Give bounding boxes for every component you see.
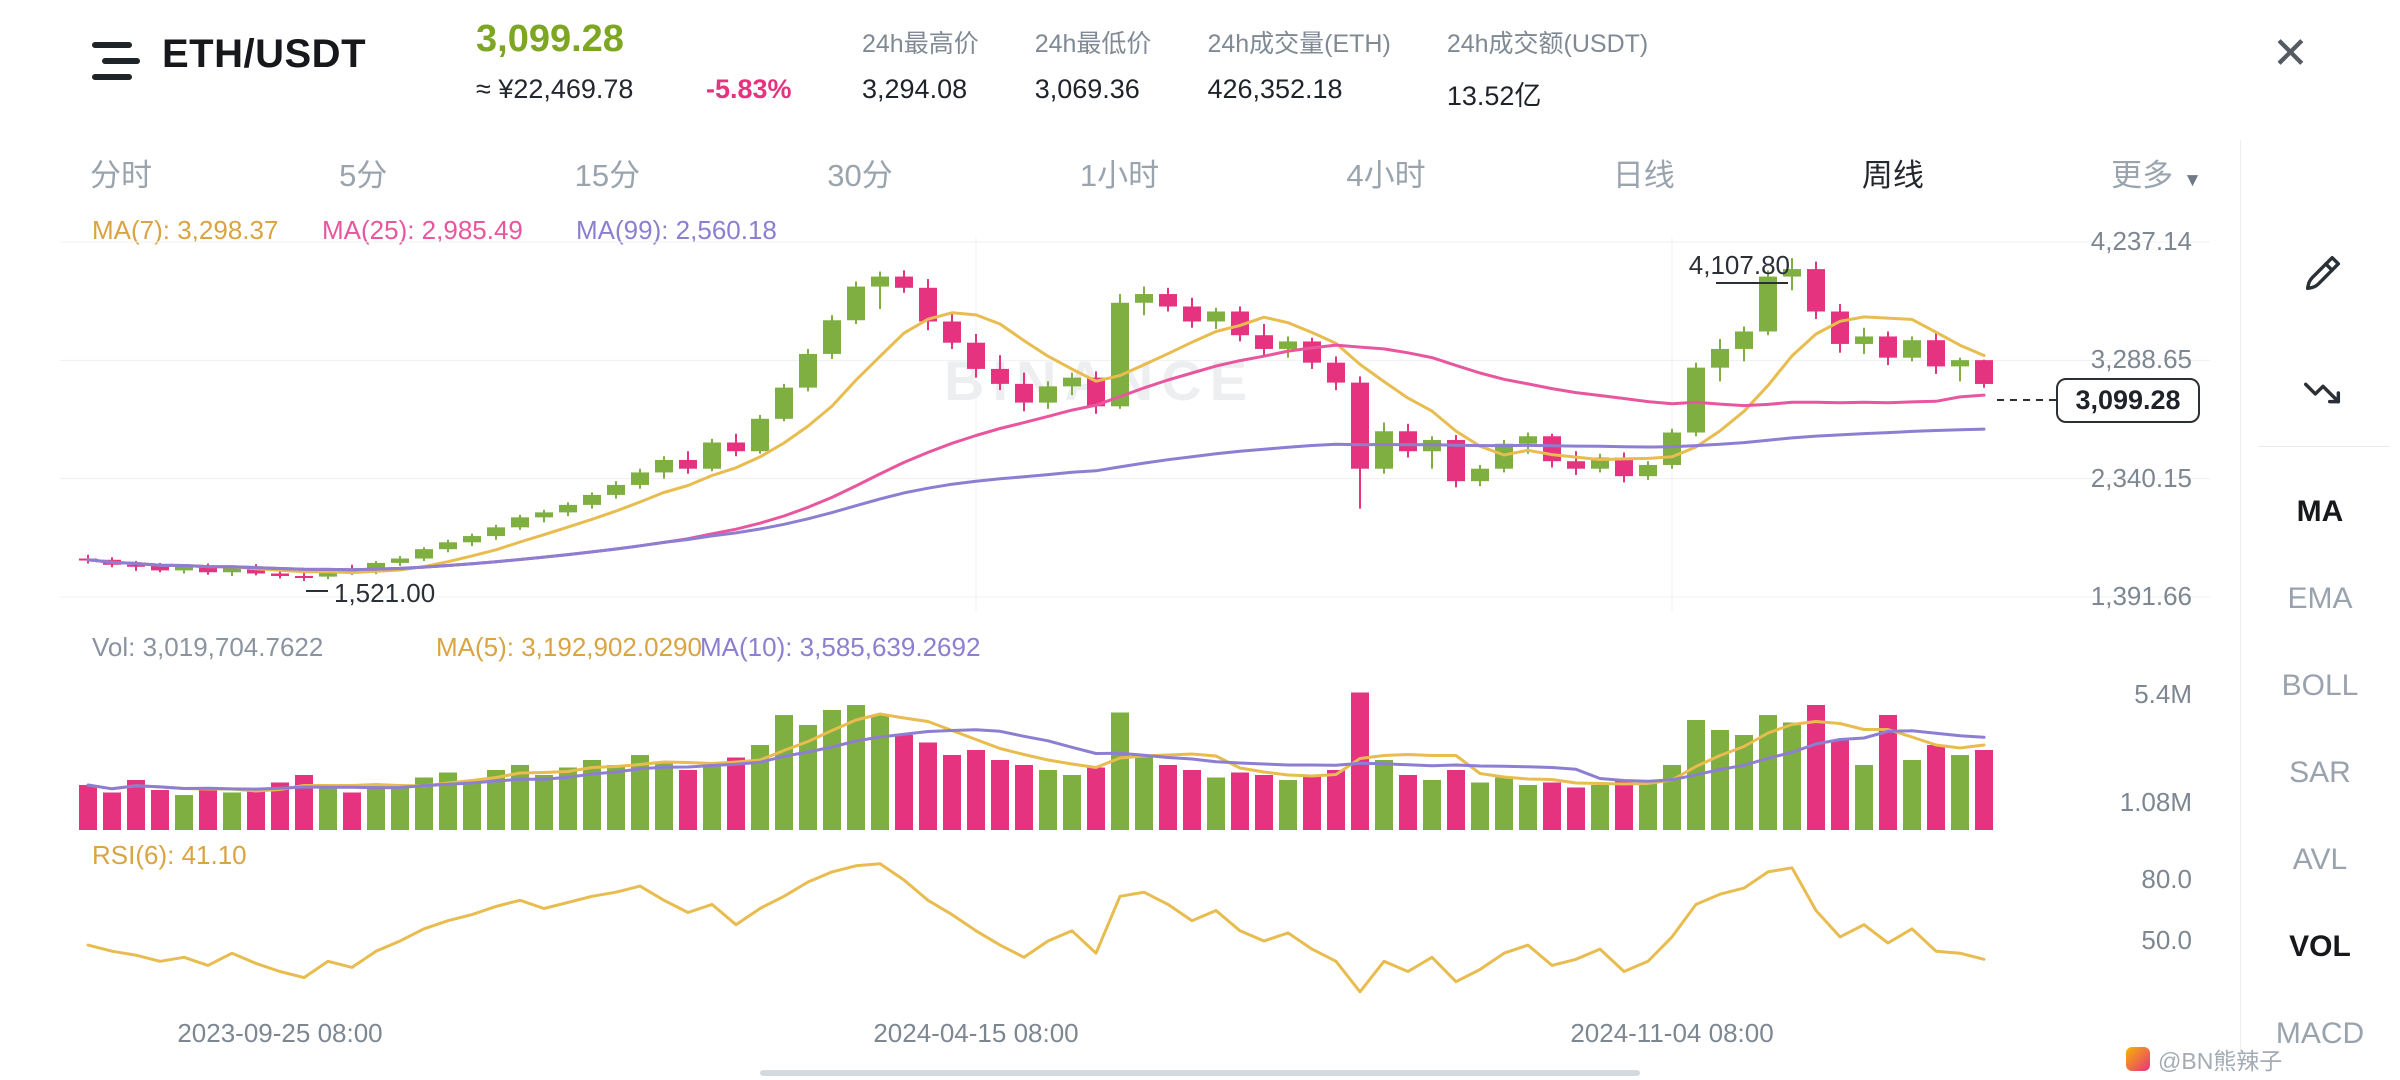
rsi-axis-label: 50.0: [2141, 925, 2192, 955]
stat: 24h成交量(ETH) 426,352.18: [1207, 24, 1390, 113]
stat-value: 3,069.36: [1034, 74, 1140, 104]
volume-axis-label: 1.08M: [2119, 787, 2192, 817]
sidebar-item-macd[interactable]: MACD: [2275, 1016, 2365, 1050]
stat-label: 24h最低价: [1034, 30, 1152, 58]
sidebar-item-sar[interactable]: SAR: [2289, 755, 2351, 789]
date-axis-label: 2023-09-25 08:00: [177, 1018, 383, 1048]
stat: 24h最高价 3,294.08: [862, 24, 979, 113]
high-annotation: 4,107.80: [1688, 250, 1790, 280]
stat-label: 24h成交量(ETH): [1207, 30, 1391, 58]
legend-ma99: MA(99): 2,560.18: [576, 215, 777, 245]
legend-volume-ma10: MA(10): 3,585,639.2692: [700, 632, 981, 662]
rsi-axis-label: 80.0: [2141, 864, 2192, 894]
stat-label: 24h成交额(USDT): [1446, 30, 1649, 58]
indicator-menu: MA EMA BOLL SAR AVL VOL MACD: [2242, 468, 2398, 1077]
tab-time[interactable]: 分时: [90, 158, 152, 193]
indicator-icon[interactable]: [2300, 370, 2346, 416]
tab-5m[interactable]: 5分: [339, 158, 388, 193]
price-axis-label: 4,237.14: [2090, 226, 2192, 256]
stat-value: 426,352.18: [1207, 74, 1343, 104]
date-axis-label: 2024-11-04 08:00: [1570, 1018, 1774, 1048]
sidebar-item-vol[interactable]: VOL: [2289, 929, 2351, 963]
draw-icon[interactable]: [2300, 250, 2346, 296]
last-price: 3,099.28: [476, 18, 624, 60]
sidebar-item-avl[interactable]: AVL: [2292, 842, 2348, 876]
tab-15m[interactable]: 15分: [574, 158, 641, 193]
stat-value: 3,294.08: [862, 74, 968, 104]
credit-logo-icon: [2126, 1047, 2150, 1071]
price-axis-label: 1,391.66: [2090, 581, 2192, 611]
sidebar-divider: [2240, 140, 2241, 1062]
legend-ma25: MA(25): 2,985.49: [322, 215, 523, 245]
stat: 24h最低价 3,069.36: [1035, 24, 1152, 113]
stat-label: 24h最高价: [862, 30, 979, 58]
date-axis-label: 2024-04-15 08:00: [873, 1018, 1079, 1048]
tab-1w[interactable]: 周线: [1861, 158, 1924, 193]
stat-value: 13.52亿: [1446, 81, 1542, 111]
legend-rsi: RSI(6): 41.10: [92, 840, 247, 870]
legend-ma7: MA(7): 3,298.37: [92, 215, 279, 245]
sidebar-item-ma[interactable]: MA: [2296, 494, 2344, 528]
price-axis-label: 3,288.65: [2090, 344, 2192, 375]
tab-1h[interactable]: 1小时: [1079, 158, 1160, 193]
credit-text: @BN熊辣子: [2158, 1048, 2283, 1074]
legend-volume-ma5: MA(5): 3,192,902.0290: [436, 632, 702, 662]
sidebar-item-boll[interactable]: BOLL: [2281, 668, 2359, 702]
low-annotation: 1,521.00: [334, 578, 436, 608]
chevron-down-icon: ▼: [2183, 170, 2202, 191]
sidebar-tools-divider: [2258, 446, 2390, 447]
watermark-credit: @BN熊辣子: [2126, 1042, 2282, 1076]
tab-30m[interactable]: 30分: [827, 158, 893, 193]
legend-volume: Vol: 3,019,704.7622: [92, 632, 324, 662]
stats-row: 24h最高价 3,294.08 24h最低价 3,069.36 24h成交量(ETH) 4…: [862, 24, 1648, 113]
close-icon[interactable]: ✕: [2272, 29, 2309, 78]
change-percent: -5.83%: [706, 74, 792, 104]
tab-1d[interactable]: 日线: [1612, 158, 1675, 193]
pair-title: ETH/USDT: [162, 32, 366, 76]
sidebar-item-ema[interactable]: EMA: [2287, 581, 2353, 615]
price-fiat: ≈ ¥22,469.78: [476, 74, 634, 104]
exchange-watermark: BINANCE: [944, 349, 1256, 412]
price-axis-label: 2,340.15: [2090, 462, 2192, 493]
market-list-icon[interactable]: [92, 42, 140, 80]
stat: 24h成交额(USDT) 13.52亿: [1447, 24, 1648, 113]
tab-4h[interactable]: 4小时: [1346, 158, 1426, 193]
tab-more[interactable]: 更多 ▼: [2111, 158, 2202, 193]
chart-scrollbar[interactable]: [760, 1070, 1640, 1076]
volume-axis-label: 5.4M: [2134, 679, 2192, 709]
timeframe-tabs: 分时 5分 15分 30分 1小时 4小时 日线 周线 更多 ▼: [90, 150, 2202, 195]
last-price-tag: 3,099.28: [2056, 378, 2200, 423]
